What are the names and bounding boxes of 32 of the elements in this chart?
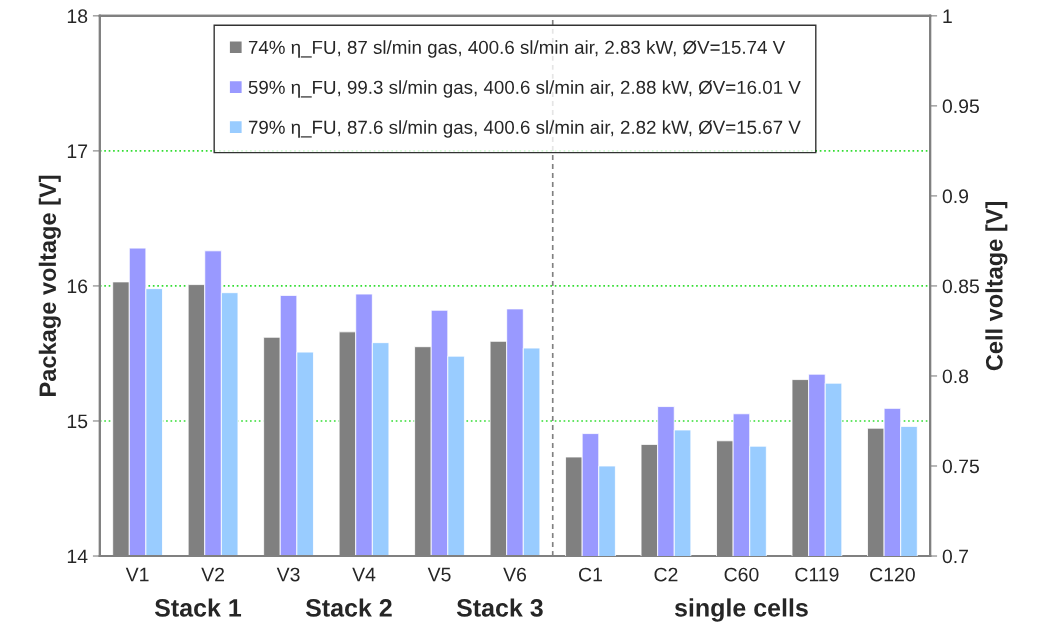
x-tick-label: V6 <box>503 567 527 582</box>
text: Stack 2 <box>305 598 392 617</box>
x-tick-label: C119 <box>795 567 839 582</box>
x-tick-label: V3 <box>276 567 300 582</box>
text: Stack 3 <box>456 598 543 617</box>
y2-tick-label: 1 <box>943 9 952 23</box>
legend-label: 59% η_FU, 99.3 sl/min gas, 400.6 sl/min air, 2.88 kW, ØV=16.01 V <box>248 80 801 98</box>
x-tick-label: C2 <box>654 567 678 582</box>
legend-label: 79% η_FU, 87.6 sl/min gas, 400.6 sl/min air, 2.82 kW, ØV=15.67 V <box>248 120 801 138</box>
y2-tick-label: 0.85 <box>942 279 979 294</box>
y2-tick-label: 0.95 <box>942 99 979 114</box>
y-tick-label: 14 <box>67 549 88 564</box>
x-tick-label: V1 <box>125 567 149 582</box>
y-axis-title: Package voltage [V] <box>38 175 61 396</box>
legend-label: 74% η_FU, 87 sl/min gas, 400.6 sl/min air, 2.83 kW, ØV=15.74 V <box>248 40 786 58</box>
text: single cells <box>674 598 808 622</box>
y2-tick-label: 0.9 <box>942 189 969 204</box>
x-tick-label: C60 <box>724 567 759 582</box>
x-tick-label: V4 <box>352 567 376 582</box>
y2-tick-label: 0.75 <box>942 459 979 474</box>
y2-tick-label: 0.8 <box>942 369 969 384</box>
y-tick-label: 17 <box>67 144 88 158</box>
x-tick-label: V5 <box>427 567 451 582</box>
x-tick-label: C120 <box>870 567 915 582</box>
text: Stack 1 <box>154 598 242 617</box>
y-tick-label: 16 <box>67 279 88 294</box>
y2-tick-label: 0.7 <box>942 549 968 564</box>
y-tick-label: 18 <box>67 9 88 24</box>
y-tick-label: 15 <box>67 414 88 429</box>
x-tick-label: V2 <box>201 567 224 582</box>
x-tick-label: C1 <box>579 567 602 582</box>
y2-axis-title: Cell voltage [V] <box>985 201 1008 371</box>
